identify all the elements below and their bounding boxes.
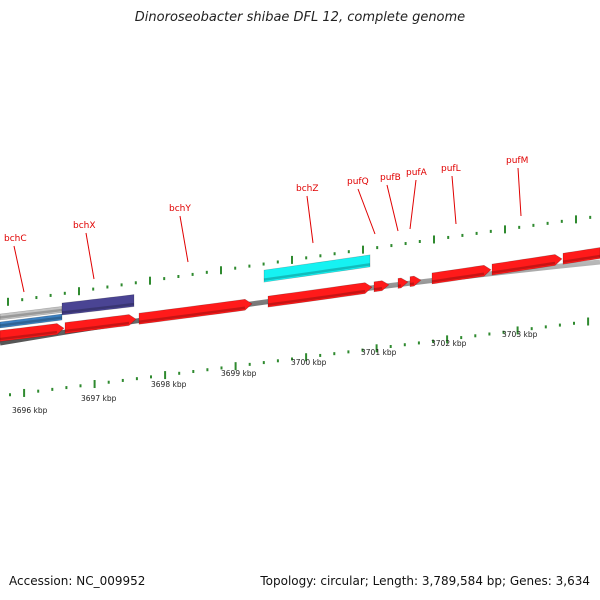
gene-arrow-bchz [267,282,373,308]
gene-label-bchz: bchZ [296,184,319,194]
gene-arrow-bchy-shade [138,306,246,323]
lower-tick-track [9,317,590,397]
gene-bar-navy [61,294,135,316]
gene-features [0,247,600,342]
kbp-label-3701: 3701 kbp [361,348,397,357]
gene-bar-cyan-shade [263,263,371,281]
gene-label-bchc: bchC [4,234,27,244]
map-title: Dinoroseobacter shibae DFL 12, complete … [134,10,466,25]
gene-arrow-bchc-shade [0,330,58,341]
leader-line [306,195,314,244]
kbp-label-3697: 3697 kbp [81,394,117,403]
leader-line [179,215,189,263]
gene-arrow-next-shade [562,254,600,263]
kbp-label-3696: 3696 kbp [12,406,48,415]
gene-arrow-next [562,247,600,265]
leader-line [409,179,417,230]
leader-line [357,188,376,235]
gene-bar-cyan [263,254,371,283]
kbp-label-3700: 3700 kbp [291,358,327,367]
gene-label-pufq: pufQ [347,177,369,187]
leader-line [386,184,399,232]
gene-arrow-bchx-shade [64,321,130,333]
leader-line [85,232,95,280]
gene-label-bchx: bchX [73,221,96,231]
topology-label: Topology: circular; Length: 3,789,584 bp… [260,574,590,588]
gene-arrow-pufm [491,254,563,276]
gene-arrow-pufa [409,275,422,288]
gene-bar-navy-shade [61,302,135,314]
gene-arrow-pufq [373,280,390,293]
gene-arrow-bchc [0,323,65,342]
gene-arrow-pufa-shade [409,282,415,286]
gene-arrow-pufq-shade [373,286,383,291]
gene-arrow-pufl [431,264,492,285]
leader-line [451,175,457,225]
kbp-label-3702: 3702 kbp [431,339,467,348]
gene-label-pufl: pufL [441,164,461,174]
gene-label-pufb: pufB [380,173,401,183]
gene-arrow-pufb [397,277,409,289]
gene-arrow-pufm-shade [491,261,556,274]
gene-label-leaders [13,167,522,293]
upper-tick-track [7,215,592,306]
kbp-label-3698: 3698 kbp [151,380,187,389]
kbp-label-3699: 3699 kbp [221,369,257,378]
accession-label: Accession: NC_009952 [9,574,146,588]
gene-arrow-pufl-shade [431,272,485,283]
gene-label-pufm: pufM [506,156,528,166]
gene-label-bchy: bchY [169,204,191,214]
gene-arrow-bchz-shade [267,289,366,306]
leader-line [13,245,25,293]
leader-line [517,167,522,217]
gene-bar-blue-shade [0,316,63,327]
gene-bar-blue [0,313,63,329]
gene-arrow-bchy [138,298,253,325]
gene-arrow-bchx [64,314,137,334]
gene-label-pufa: pufA [406,168,428,178]
kbp-label-3703: 3703 kbp [502,330,538,339]
gene-bar-gray-shade [0,308,63,319]
